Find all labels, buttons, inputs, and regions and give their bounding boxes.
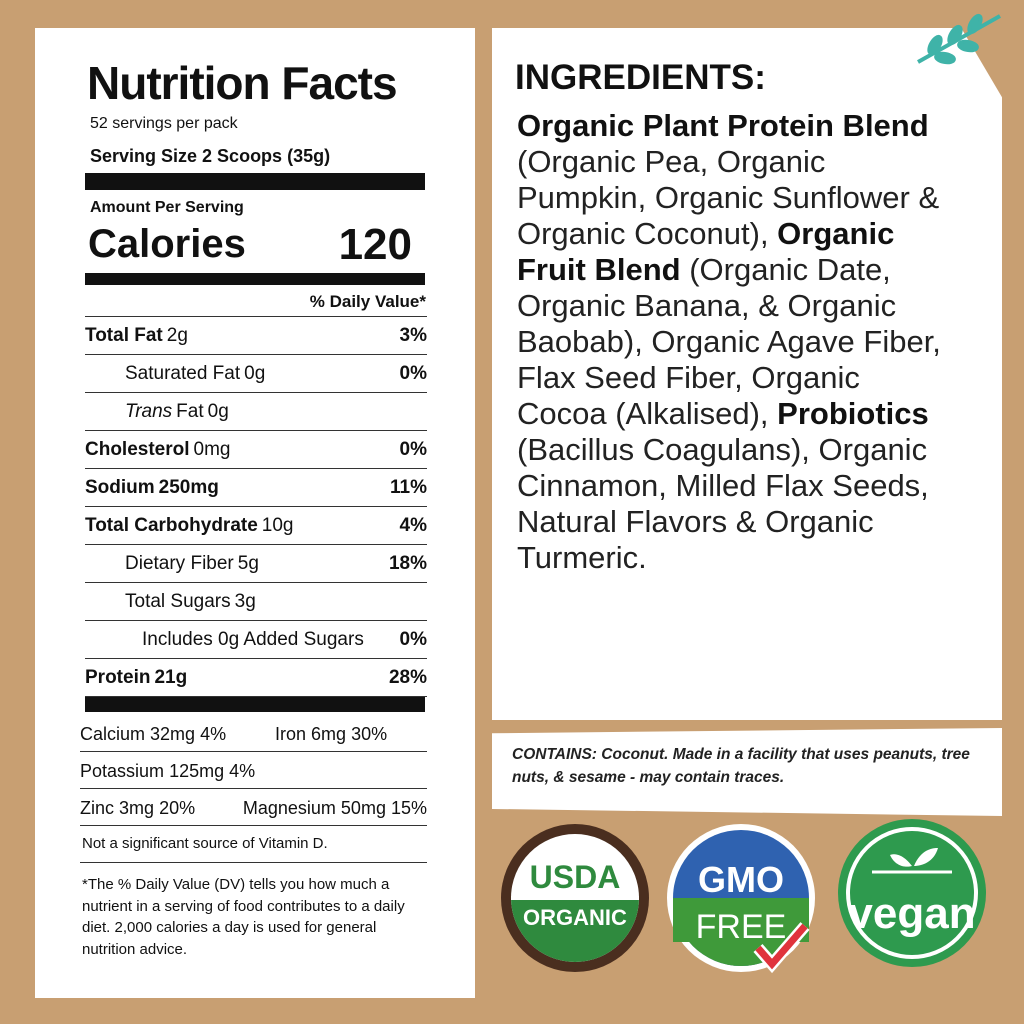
ingredient-bold: Probiotics xyxy=(777,396,929,431)
mineral-dv: 4% xyxy=(200,724,227,744)
mineral-name: Iron xyxy=(275,724,307,744)
nutrient-row: Total Carbohydrate 10g 4% xyxy=(85,508,427,545)
vegan-badge: vegan xyxy=(838,819,986,967)
nutrient-amount: 21g xyxy=(154,667,188,688)
calories-value: 120 xyxy=(338,220,412,269)
footnote: *The % Daily Value (DV) tells you how mu… xyxy=(82,876,405,958)
mineral-amount: 3mg xyxy=(119,798,155,818)
nutrient-dv: 11% xyxy=(390,477,427,498)
nutrient-row: Saturated Fat 0g 0% xyxy=(85,356,427,393)
thick-bar xyxy=(85,697,425,712)
leaf-decoration xyxy=(917,13,1001,65)
badge-top: GMO xyxy=(698,859,784,900)
contains-body: Coconut. Made in a facility that uses pe… xyxy=(512,746,970,786)
mineral-name: Zinc xyxy=(80,798,115,818)
nutrient-row: Protein 21g 28% xyxy=(85,660,427,697)
ingredient-bold: Organic Fruit Blend xyxy=(517,216,895,287)
ingredient-bold: Organic Plant Protein Blend xyxy=(517,108,929,143)
nutrient-amount: 0g xyxy=(207,401,229,422)
calories-label: Calories xyxy=(88,222,246,266)
nutrient-label: Fat xyxy=(176,401,204,422)
mineral-item: Calcium 32mg 4% xyxy=(80,724,226,745)
mineral-amount: 50mg xyxy=(340,798,386,818)
mineral-row: Calcium 32mg 4% Iron 6mg 30% xyxy=(80,716,427,752)
mineral-dv: 4% xyxy=(229,761,256,781)
mineral-amount: 125mg xyxy=(169,761,225,781)
nutrient-dv: 4% xyxy=(399,515,427,536)
nutrient-label: Dietary Fiber xyxy=(125,553,234,574)
mineral-dv: 20% xyxy=(159,798,196,818)
thick-bar xyxy=(85,273,425,285)
nutrient-dv: 0% xyxy=(399,439,427,460)
mineral-item: Iron 6mg 30% xyxy=(275,724,387,745)
nutrient-dv: 18% xyxy=(388,553,427,574)
gmo-badge: GMO FREE xyxy=(667,824,815,974)
mineral-name: Potassium xyxy=(80,761,165,781)
mineral-dv: 15% xyxy=(390,798,427,818)
nutrient-row: Includes 0g Added Sugars 0% xyxy=(85,622,427,659)
mineral-amount: 32mg xyxy=(150,724,196,744)
amount-per-serving: Amount Per Serving xyxy=(90,199,244,216)
mineral-item: Zinc 3mg 20% xyxy=(80,798,195,819)
nutrient-label: Saturated Fat xyxy=(125,363,241,384)
nutrient-amount: 5g xyxy=(237,553,259,574)
usda-badge: USDA ORGANIC xyxy=(501,824,649,972)
nutrient-label: Protein xyxy=(85,667,151,688)
ingredient-text: (Organic Date, Organic Banana, & Organic… xyxy=(517,252,941,431)
mineral-row: Potassium 125mg 4% xyxy=(80,753,427,789)
nutrient-row: Cholesterol 0mg 0% xyxy=(85,432,427,469)
nutrient-label: Sodium xyxy=(85,477,155,498)
rule xyxy=(85,316,427,317)
mineral-dv: 30% xyxy=(351,724,388,744)
nutrient-amount: 2g xyxy=(166,325,188,346)
mineral-item: Potassium 125mg 4% xyxy=(80,761,255,782)
nutrient-dv: 0% xyxy=(399,363,427,384)
nutrient-row: Total Sugars 3g xyxy=(85,584,427,621)
nutrient-row: Dietary Fiber 5g 18% xyxy=(85,546,427,583)
nutrient-amount: 0mg xyxy=(193,439,231,460)
contains-text: CONTAINS: Coconut. Made in a facility th… xyxy=(512,743,972,789)
mineral-name: Magnesium xyxy=(242,798,336,818)
nutrient-dv: 3% xyxy=(399,325,427,346)
nutrient-row: Sodium 250mg 11% xyxy=(85,470,427,507)
nutrient-label: Total Fat xyxy=(85,325,163,346)
ingredients-text: Organic Plant Protein Blend (Organic Pea… xyxy=(517,108,947,576)
nutrient-label: Includes 0g Added Sugars xyxy=(142,629,364,650)
contains-label: CONTAINS: xyxy=(512,746,597,763)
nutrient-amount: 3g xyxy=(234,591,256,612)
mineral-item: Magnesium 50mg 15% xyxy=(243,798,427,819)
badge-text: vegan xyxy=(848,889,975,938)
nutrient-label: Total Carbohydrate xyxy=(85,515,258,536)
nutrient-label: Cholesterol xyxy=(85,439,190,460)
mineral-name: Calcium xyxy=(80,724,146,744)
thick-bar xyxy=(85,173,425,190)
nutrient-amount: 10g xyxy=(261,515,294,536)
contains-panel xyxy=(492,728,1002,816)
ingredient-text: (Organic Pea, Organic Pumpkin, Organic S… xyxy=(517,144,940,251)
serving-size: Serving Size 2 Scoops (35g) xyxy=(90,146,331,166)
servings: 52 servings per pack xyxy=(90,115,238,132)
daily-value-header: % Daily Value* xyxy=(309,292,426,311)
nutrient-row: Trans Fat 0g xyxy=(85,394,427,431)
mineral-row: Zinc 3mg 20% Magnesium 50mg 15% xyxy=(80,790,427,826)
ingredients-title: INGREDIENTS: xyxy=(515,58,766,97)
ingredient-text: (Bacillus Coagulans), Organic Cinnamon, … xyxy=(517,432,929,575)
rule xyxy=(80,862,427,863)
nutrient-label-italic: Trans xyxy=(125,401,173,422)
ingredients-panel xyxy=(492,28,1002,720)
nutrient-dv: 28% xyxy=(388,667,427,688)
nutrient-amount: 250mg xyxy=(158,477,219,498)
nutrition-title: Nutrition Facts xyxy=(87,57,398,109)
nutrient-dv: 0% xyxy=(399,629,427,650)
badge-top: USDA xyxy=(530,859,621,895)
badge-bottom: ORGANIC xyxy=(523,905,627,930)
badge-bottom: FREE xyxy=(696,908,787,946)
nutrient-amount: 0g xyxy=(244,363,266,384)
vitamin-note: Not a significant source of Vitamin D. xyxy=(82,835,328,852)
nutrient-label: Total Sugars xyxy=(125,591,231,612)
nutrient-row: Total Fat 2g 3% xyxy=(85,318,427,355)
mineral-amount: 6mg xyxy=(311,724,347,744)
